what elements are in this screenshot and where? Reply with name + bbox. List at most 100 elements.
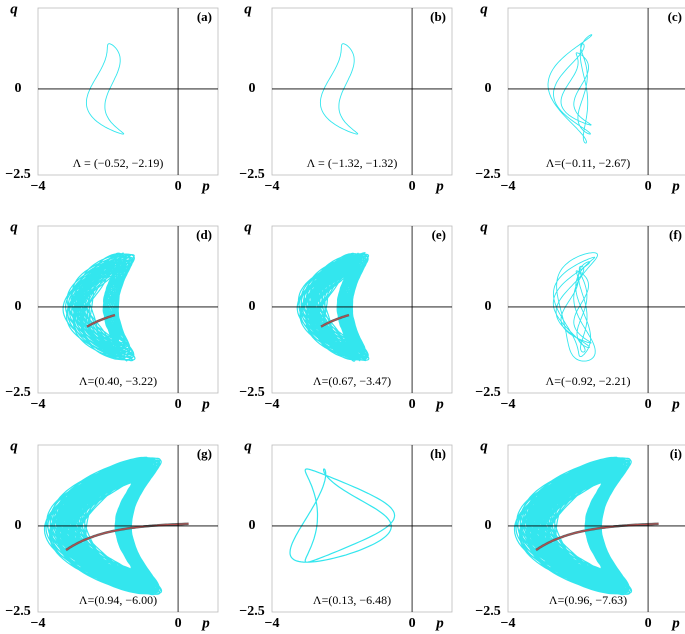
panel: −4 0 −2.5 0 p q (b) Λ = (−1.32, −1.32) <box>239 1 453 194</box>
y-tick-label: −2.5 <box>239 604 264 619</box>
panel: −4 0 −2.5 0 p q (d) Λ=(0.40, −3.22) <box>5 219 219 412</box>
x-axis-label: p <box>434 396 444 412</box>
trajectory <box>547 34 593 144</box>
annotation: Λ=(0.94, −6.00) <box>79 593 157 607</box>
annotation: Λ=(−0.11, −2.67) <box>546 156 631 170</box>
panel-label: (i) <box>670 446 682 461</box>
x-axis-label: p <box>434 615 444 631</box>
panel: −4 0 −2.5 0 p q (c) Λ=(−0.11, −2.67) <box>475 1 685 194</box>
panel: −4 0 −2.5 0 p q (e) Λ=(0.67, −3.47) <box>239 219 453 412</box>
y-tick-label: 0 <box>15 518 22 533</box>
x-tick-label: −4 <box>265 397 280 412</box>
trajectory <box>289 468 396 563</box>
x-tick-label: −4 <box>31 179 46 194</box>
x-axis-label: p <box>434 178 444 194</box>
frame <box>271 225 453 394</box>
y-tick-label: 0 <box>249 81 256 96</box>
y-tick-label: −2.5 <box>475 167 500 182</box>
x-tick-label: 0 <box>645 616 652 631</box>
x-tick-label: 0 <box>175 397 182 412</box>
panel: −4 0 −2.5 0 p q (i) Λ=(0.96, −7.63) <box>475 438 685 631</box>
y-tick-label: 0 <box>249 518 256 533</box>
frame <box>507 444 685 613</box>
frame <box>271 444 453 613</box>
y-tick-label: −2.5 <box>5 604 30 619</box>
x-tick-label: −4 <box>501 616 516 631</box>
frame <box>37 7 219 176</box>
y-tick-label: 0 <box>15 81 22 96</box>
y-axis-label: q <box>10 1 18 17</box>
frame <box>507 7 685 176</box>
panel-label: (b) <box>430 9 446 24</box>
x-tick-label: 0 <box>645 397 652 412</box>
annotation: Λ = (−1.32, −1.32) <box>307 156 398 170</box>
y-tick-label: −2.5 <box>5 167 30 182</box>
y-tick-label: 0 <box>15 299 22 314</box>
frame <box>271 7 453 176</box>
frame <box>507 225 685 394</box>
x-tick-label: −4 <box>501 397 516 412</box>
y-axis-label: q <box>480 1 488 17</box>
y-axis-label: q <box>10 438 18 454</box>
y-tick-label: −2.5 <box>239 385 264 400</box>
annotation: Λ=(0.40, −3.22) <box>79 374 157 388</box>
frame <box>37 225 219 394</box>
x-tick-label: 0 <box>175 616 182 631</box>
panel-label: (c) <box>668 9 682 24</box>
x-tick-label: −4 <box>501 179 516 194</box>
panel-label: (e) <box>432 227 446 242</box>
annotation: Λ=(−0.92, −2.21) <box>546 374 631 388</box>
y-tick-label: −2.5 <box>239 167 264 182</box>
x-tick-label: −4 <box>265 616 280 631</box>
x-tick-label: 0 <box>409 179 416 194</box>
trajectory <box>43 456 163 596</box>
panel-label: (d) <box>196 227 212 242</box>
x-tick-label: −4 <box>31 397 46 412</box>
x-axis-label: p <box>670 178 680 194</box>
annotation: Λ=(0.67, −3.47) <box>313 374 391 388</box>
x-axis-label: p <box>200 615 210 631</box>
x-axis-label: p <box>200 396 210 412</box>
annotation: Λ=(0.13, −6.48) <box>313 593 391 607</box>
x-tick-label: 0 <box>645 179 652 194</box>
trajectory <box>513 456 633 596</box>
x-tick-label: 0 <box>409 616 416 631</box>
y-axis-label: q <box>480 219 488 235</box>
trend-line <box>65 523 189 551</box>
x-tick-label: −4 <box>31 616 46 631</box>
y-axis-label: q <box>244 219 252 235</box>
trajectory <box>319 43 359 135</box>
trajectory <box>552 252 598 362</box>
x-tick-label: −4 <box>265 179 280 194</box>
y-axis-label: q <box>244 1 252 17</box>
frame <box>37 444 219 613</box>
y-tick-label: 0 <box>249 299 256 314</box>
panel: −4 0 −2.5 0 p q (f) Λ=(−0.92, −2.21) <box>475 219 685 412</box>
trajectory <box>85 43 125 135</box>
y-tick-label: −2.5 <box>5 385 30 400</box>
trend-line <box>320 314 350 327</box>
trajectory <box>296 252 370 362</box>
panel-label: (g) <box>197 446 212 461</box>
panel-label: (f) <box>669 227 682 242</box>
panel-label: (h) <box>430 446 446 461</box>
panel-label: (a) <box>197 9 212 24</box>
trajectory <box>62 252 136 362</box>
x-axis-label: p <box>200 178 210 194</box>
panel: −4 0 −2.5 0 p q (h) Λ=(0.13, −6.48) <box>239 438 453 631</box>
x-axis-label: p <box>670 396 680 412</box>
annotation: Λ=(0.96, −7.63) <box>549 593 627 607</box>
trend-line <box>535 523 659 551</box>
x-tick-label: 0 <box>409 397 416 412</box>
y-tick-label: −2.5 <box>475 385 500 400</box>
y-tick-label: 0 <box>485 81 492 96</box>
y-tick-label: 0 <box>485 518 492 533</box>
panel: −4 0 −2.5 0 p q (g) Λ=(0.94, −6.00) <box>5 438 219 631</box>
y-tick-label: 0 <box>485 299 492 314</box>
y-tick-label: −2.5 <box>475 604 500 619</box>
x-tick-label: 0 <box>175 179 182 194</box>
x-axis-label: p <box>670 615 680 631</box>
y-axis-label: q <box>10 219 18 235</box>
y-axis-label: q <box>244 438 252 454</box>
